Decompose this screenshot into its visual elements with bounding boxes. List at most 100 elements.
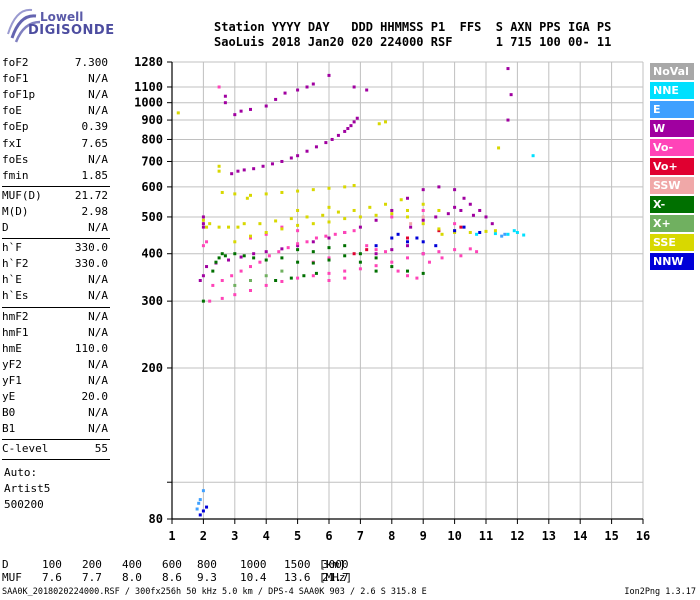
- data-point: [374, 252, 378, 256]
- d-value: 3000: [322, 558, 349, 571]
- data-point: [374, 213, 378, 217]
- data-point: [208, 222, 212, 226]
- data-point: [296, 229, 300, 233]
- data-point: [220, 279, 224, 283]
- data-point: [274, 97, 278, 101]
- x-tick-label: 15: [604, 529, 618, 543]
- data-point: [314, 271, 318, 275]
- data-point: [305, 240, 309, 244]
- param-label: B1: [2, 422, 16, 436]
- data-point: [471, 213, 475, 217]
- data-point: [242, 222, 246, 226]
- data-point: [406, 274, 409, 278]
- x-tick-label: 3: [231, 529, 238, 543]
- data-point: [459, 225, 463, 229]
- data-point: [264, 232, 268, 236]
- param-label: hmF2: [2, 309, 29, 323]
- param-label: M(D): [2, 204, 29, 218]
- data-point: [377, 122, 381, 126]
- param-row: foEp 0.39: [2, 120, 108, 136]
- param-row: foEs N/A: [2, 153, 108, 169]
- param-row: foF1p N/A: [2, 88, 108, 104]
- y-tick-label: 400: [141, 247, 163, 261]
- x-tick-label: 9: [420, 529, 427, 543]
- data-point: [302, 274, 306, 278]
- param-label: C-level: [2, 442, 49, 456]
- data-point: [327, 246, 331, 250]
- data-point: [484, 215, 488, 219]
- data-point: [242, 254, 246, 258]
- data-point: [296, 260, 300, 264]
- data-point: [421, 202, 425, 206]
- data-point: [249, 107, 252, 111]
- data-point: [453, 229, 457, 233]
- data-point: [223, 94, 227, 98]
- data-point: [336, 210, 340, 214]
- muf-value: 8.6: [162, 571, 182, 584]
- param-value: N/A: [88, 422, 108, 436]
- data-point: [311, 261, 315, 265]
- data-point: [264, 230, 268, 234]
- data-point: [415, 276, 419, 280]
- data-point: [227, 225, 231, 229]
- param-label: foF1: [2, 72, 29, 86]
- data-point: [406, 215, 409, 219]
- data-point: [236, 169, 240, 173]
- y-tick-label: 800: [141, 132, 163, 146]
- data-point: [311, 240, 315, 244]
- data-point: [249, 236, 252, 240]
- d-value: 200: [82, 558, 102, 571]
- param-label: h`F: [2, 241, 22, 255]
- param-label: h`F2: [2, 257, 29, 271]
- legend-item: SSE: [650, 234, 694, 251]
- d-value: 400: [122, 558, 142, 571]
- muf-value: 8.0: [122, 571, 142, 584]
- data-point: [358, 260, 362, 264]
- data-point: [406, 236, 409, 240]
- data-point: [446, 212, 450, 216]
- data-point: [478, 230, 482, 234]
- data-point: [327, 279, 331, 283]
- data-point: [468, 202, 472, 206]
- data-point: [311, 274, 315, 278]
- data-point: [453, 222, 457, 226]
- param-label: hmF1: [2, 325, 29, 339]
- x-tick-label: 2: [200, 529, 207, 543]
- data-point: [497, 146, 501, 150]
- data-point: [453, 230, 457, 234]
- param-label: h`E: [2, 273, 22, 287]
- data-point: [233, 283, 237, 287]
- data-point: [296, 208, 300, 212]
- data-point: [280, 227, 284, 231]
- data-point: [453, 248, 457, 252]
- param-label: MUF(D): [2, 188, 42, 202]
- data-point: [352, 85, 356, 89]
- data-point: [201, 244, 205, 248]
- x-tick-label: 13: [542, 529, 556, 543]
- param-row: hmF2 N/A: [2, 310, 108, 326]
- data-point: [390, 260, 394, 264]
- data-point: [365, 248, 369, 252]
- param-label: h`Es: [2, 289, 29, 303]
- autoscale-line3: 500200: [4, 498, 44, 512]
- param-row: MUF(D) 21.72: [2, 189, 108, 205]
- legend-item: W: [650, 120, 694, 137]
- data-point: [242, 168, 246, 172]
- param-row: foF1 N/A: [2, 72, 108, 88]
- param-row: h`E N/A: [2, 273, 108, 289]
- data-point: [233, 252, 237, 256]
- data-point: [343, 269, 347, 273]
- d-value: 100: [42, 558, 62, 571]
- data-point: [296, 189, 300, 193]
- param-value: 7.65: [81, 136, 109, 150]
- data-point: [258, 260, 262, 264]
- param-label: D: [2, 221, 9, 234]
- data-point: [358, 215, 362, 219]
- data-point: [406, 256, 409, 260]
- param-value: N/A: [88, 72, 108, 86]
- data-point: [384, 250, 388, 254]
- data-point: [390, 265, 394, 269]
- data-point: [327, 236, 331, 240]
- data-point: [503, 232, 507, 236]
- data-point: [352, 184, 356, 188]
